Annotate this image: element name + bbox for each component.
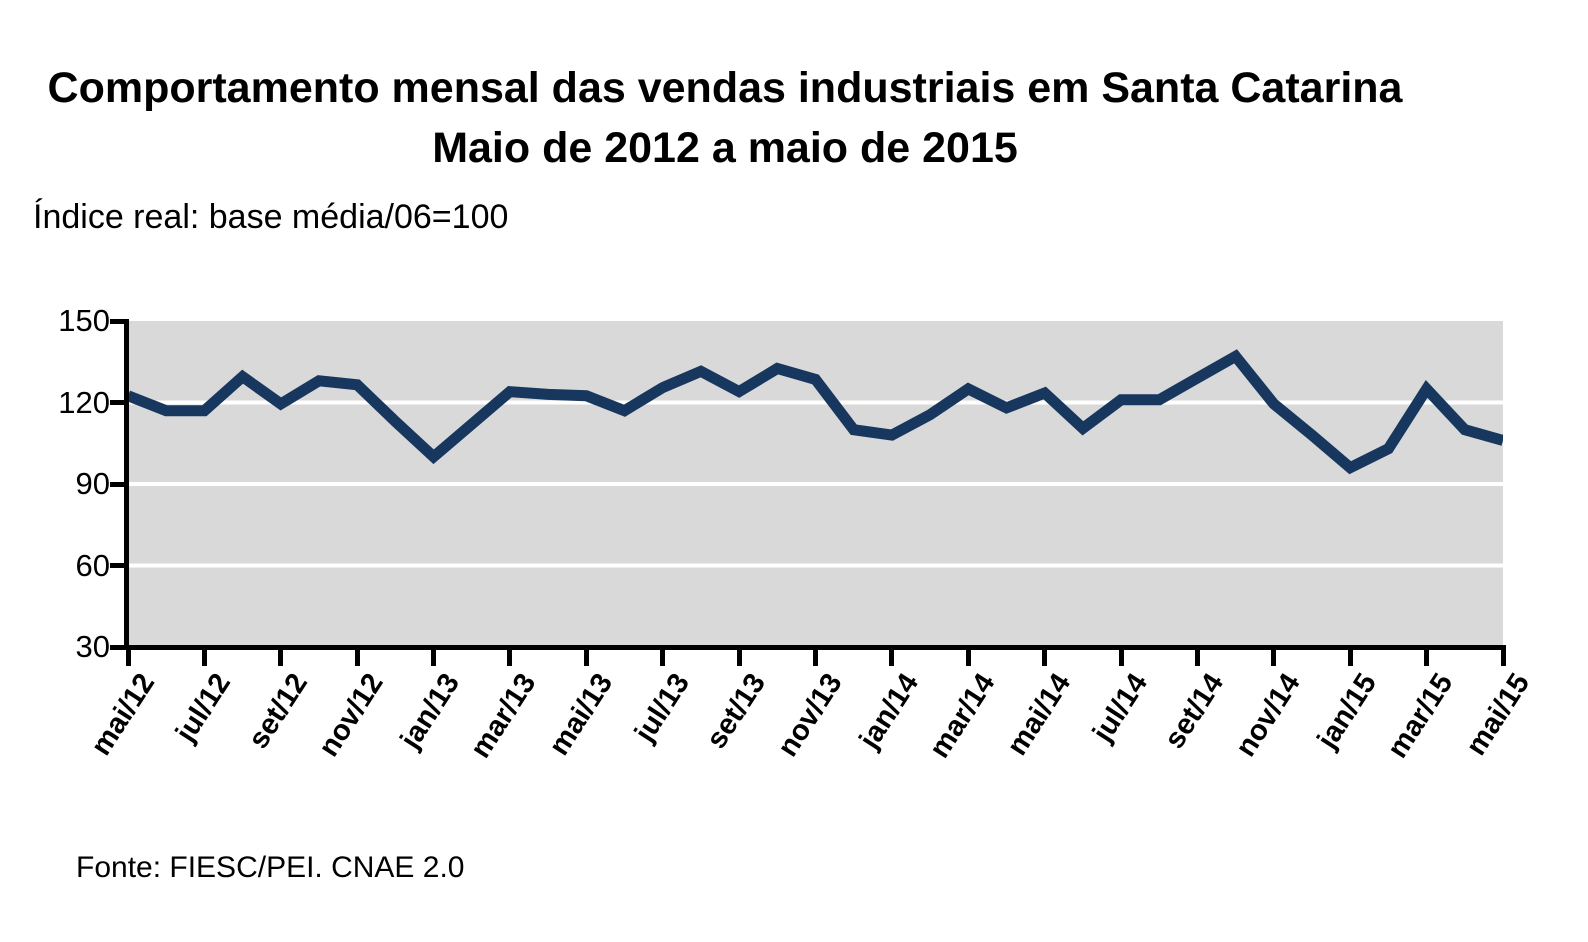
line-chart-plot — [128, 349, 1503, 568]
x-axis-label-text: mai/14 — [1001, 668, 1078, 762]
x-axis-label-text: nov/12 — [313, 668, 391, 763]
x-axis-tick-jan-13 — [431, 650, 437, 666]
x-axis-tick-nov-13 — [813, 650, 818, 666]
x-axis-label-text: nov/14 — [1229, 668, 1307, 763]
y-axis-label-30: 30 — [75, 629, 110, 664]
y-axis-label-90: 90 — [75, 466, 110, 501]
x-axis-tick-jan-14 — [889, 650, 895, 666]
chart-title-line1: Comportamento mensal das vendas industri… — [47, 64, 1403, 112]
x-axis-tick-nov-14 — [1271, 650, 1277, 666]
x-axis-tick-jul-13 — [660, 650, 666, 666]
y-axis-tick-60 — [110, 563, 127, 568]
x-axis-label-text: nov/13 — [771, 668, 849, 763]
y-axis-tick-90 — [110, 481, 127, 487]
x-axis-tick-jul-14 — [1118, 650, 1124, 666]
x-axis-label-text: mai/13 — [543, 668, 620, 762]
x-axis-label-text: jan/13 — [394, 668, 467, 755]
x-axis-tick-mai-14 — [1042, 650, 1048, 666]
sales-index-line-series — [128, 349, 1503, 475]
source-note: Fonte: FIESC/PEI. CNAE 2.0 — [76, 851, 465, 884]
x-axis-label-text: jul/12 — [170, 668, 238, 748]
y-axis-tick-30 — [110, 644, 127, 650]
x-axis-tick-mar-14 — [965, 650, 971, 666]
x-axis-label-text: mai/12 — [84, 668, 161, 762]
x-axis-label-text: jul/13 — [628, 668, 696, 748]
x-axis-label-text: mai/15 — [1459, 668, 1536, 762]
x-axis-label-text: jan/14 — [853, 668, 925, 755]
x-axis-label-text: mar/13 — [464, 668, 543, 764]
x-axis-label-text: set/14 — [1158, 668, 1231, 755]
x-axis-tick-set-12 — [278, 650, 284, 666]
y-axis-tick-120 — [110, 400, 127, 405]
x-axis-line — [124, 645, 1506, 650]
x-axis-tick-mar-13 — [507, 650, 513, 666]
x-axis-label-text: mar/15 — [1381, 668, 1460, 764]
x-axis-tick-set-13 — [736, 650, 742, 666]
x-axis-label-text: jul/14 — [1086, 668, 1154, 748]
x-axis-tick-set-14 — [1194, 650, 1200, 666]
x-axis-tick-mar-15 — [1424, 650, 1430, 666]
y-axis-label-150: 150 — [58, 303, 110, 338]
x-axis-label-text: mar/14 — [923, 668, 1002, 764]
x-axis-tick-nov-12 — [354, 650, 360, 666]
y-axis-label-120: 120 — [58, 384, 110, 420]
x-axis-tick-jul-12 — [201, 650, 207, 666]
x-axis-label-text: set/12 — [242, 668, 314, 755]
x-axis-tick-mai-13 — [583, 650, 589, 666]
x-axis-tick-mai-15 — [1500, 650, 1506, 666]
chart-title-line2: Maio de 2012 a maio de 2015 — [432, 124, 1018, 172]
x-axis-label-text: jan/15 — [1311, 668, 1384, 755]
chart-title: Comportamento mensal das vendas industri… — [30, 58, 1420, 178]
x-axis-label-text: set/13 — [700, 668, 772, 755]
y-axis-tick-150 — [110, 318, 127, 324]
x-axis-tick-jan-15 — [1347, 650, 1353, 666]
chart-subtitle: Índice real: base média/06=100 — [33, 198, 509, 236]
y-axis-label-60: 60 — [75, 547, 110, 583]
x-axis-tick-mai-12 — [125, 650, 131, 666]
